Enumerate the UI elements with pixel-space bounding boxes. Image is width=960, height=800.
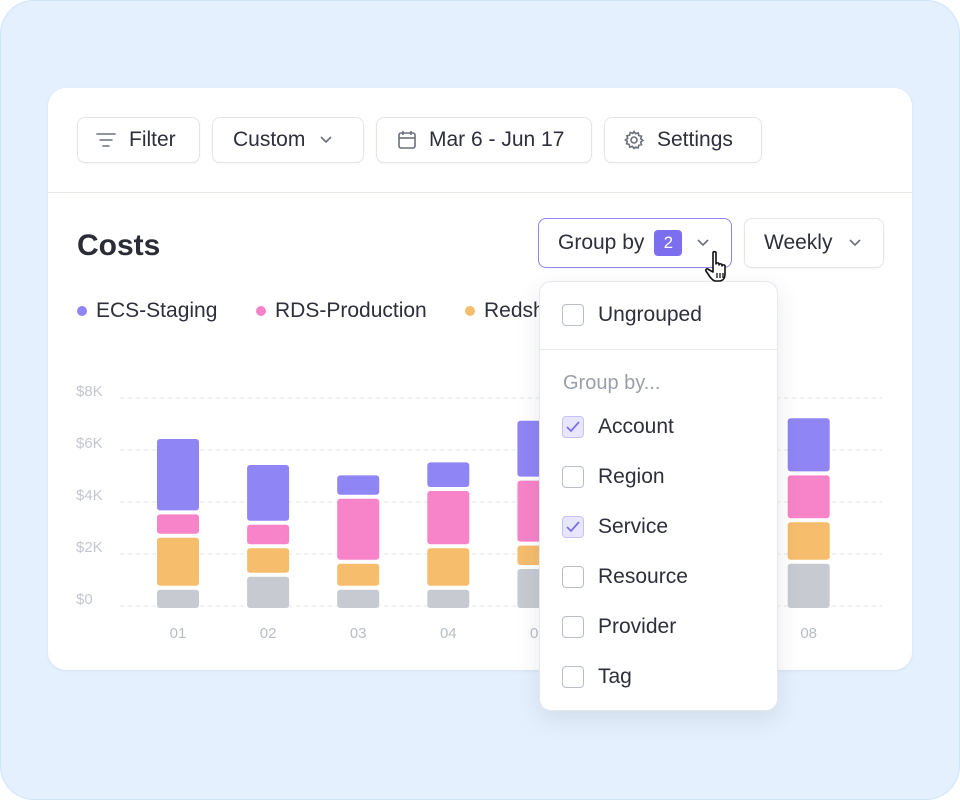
checkbox bbox=[562, 416, 584, 438]
filter-label: Filter bbox=[129, 128, 176, 151]
menu-divider bbox=[540, 349, 777, 350]
chevron bbox=[697, 239, 709, 247]
menu-option[interactable]: Service bbox=[562, 515, 668, 539]
checkbox bbox=[562, 616, 584, 638]
bar-segment bbox=[427, 589, 470, 608]
settings-button[interactable]: Settings bbox=[604, 117, 762, 163]
bar-segment bbox=[157, 537, 199, 586]
y-tick-label: $2K bbox=[76, 539, 103, 556]
calendar-icon bbox=[398, 131, 416, 149]
bar-segment bbox=[247, 524, 290, 545]
check-mark bbox=[566, 421, 580, 433]
group-count-badge: 2 bbox=[654, 230, 683, 256]
legend-label: ECS-Staging bbox=[96, 299, 218, 322]
bar-segment bbox=[787, 418, 830, 472]
bar-segment bbox=[247, 548, 290, 573]
menu-option[interactable]: Provider bbox=[562, 615, 676, 639]
menu-option[interactable]: Account bbox=[562, 415, 674, 439]
legend-dot bbox=[465, 306, 475, 316]
bar-segment bbox=[427, 548, 470, 586]
gear-icon bbox=[624, 130, 645, 150]
bar-segment bbox=[337, 498, 380, 560]
hand-cursor bbox=[704, 250, 726, 282]
date-range-button[interactable]: Mar 6 - Jun 17 bbox=[376, 117, 592, 163]
filter-button[interactable]: Filter bbox=[77, 117, 200, 163]
interval-label: Weekly bbox=[764, 231, 833, 254]
bar-segment bbox=[337, 563, 380, 586]
bar-segment bbox=[427, 462, 470, 487]
legend-dot bbox=[256, 306, 266, 316]
check-mark bbox=[566, 521, 580, 533]
y-tick-label: $0 bbox=[76, 591, 93, 608]
option-label: Account bbox=[598, 415, 674, 438]
x-tick-label: 04 bbox=[440, 625, 457, 642]
checkbox bbox=[562, 516, 584, 538]
chevron bbox=[320, 136, 332, 144]
option-label: Resource bbox=[598, 565, 688, 588]
legend-label: RDS-Production bbox=[275, 299, 427, 322]
date-range-label: Mar 6 - Jun 17 bbox=[429, 128, 565, 151]
x-tick-label: 01 bbox=[170, 625, 187, 642]
x-tick-label: 08 bbox=[800, 625, 817, 642]
bar-segment bbox=[247, 465, 290, 521]
legend-item: RDS-Production bbox=[256, 299, 427, 323]
menu-option[interactable]: Tag bbox=[562, 665, 632, 689]
bar-segment bbox=[247, 576, 290, 608]
chart-title: Costs bbox=[77, 229, 161, 262]
option-label: Ungrouped bbox=[598, 303, 702, 326]
interval-dropdown[interactable]: Weekly bbox=[744, 218, 884, 268]
bar-segment bbox=[787, 522, 830, 560]
x-tick-label: 03 bbox=[350, 625, 367, 642]
chevron bbox=[849, 239, 862, 247]
bar-segment bbox=[157, 589, 199, 608]
bar-segment bbox=[787, 475, 830, 519]
bar-segment bbox=[337, 475, 380, 495]
divider bbox=[48, 192, 912, 193]
option-label: Tag bbox=[598, 665, 632, 688]
menu-option[interactable]: Resource bbox=[562, 565, 688, 589]
legend-item: ECS-Staging bbox=[77, 299, 217, 323]
preset-label: Custom bbox=[233, 128, 306, 151]
bar-segment bbox=[157, 439, 199, 511]
y-tick-label: $6K bbox=[76, 435, 103, 452]
bar-segment bbox=[337, 589, 380, 608]
menu-section-label: Group by... bbox=[563, 372, 661, 394]
checkbox bbox=[562, 304, 584, 326]
checkbox bbox=[562, 666, 584, 688]
preset-dropdown[interactable]: Custom bbox=[212, 117, 364, 163]
y-tick-label: $8K bbox=[76, 383, 103, 400]
bar-segment bbox=[787, 563, 830, 608]
group-by-menu: Group by... Ungrouped Account Region Servic… bbox=[539, 281, 778, 711]
settings-label: Settings bbox=[657, 128, 733, 151]
option-label: Service bbox=[598, 515, 669, 538]
x-tick-label: 02 bbox=[260, 625, 277, 642]
group-by-label: Group by bbox=[558, 231, 645, 254]
option-label: Region bbox=[598, 465, 665, 488]
y-tick-label: $4K bbox=[76, 487, 103, 504]
checkbox bbox=[562, 466, 584, 488]
option-label: Provider bbox=[598, 615, 677, 638]
menu-option[interactable]: Ungrouped bbox=[562, 303, 702, 327]
checkbox bbox=[562, 566, 584, 588]
bar-segment bbox=[427, 491, 470, 545]
legend-dot bbox=[77, 306, 87, 316]
filter-icon bbox=[96, 133, 116, 147]
menu-option[interactable]: Region bbox=[562, 465, 665, 489]
group-by-button[interactable]: Group by 2 bbox=[538, 218, 732, 268]
bar-segment bbox=[157, 514, 199, 534]
